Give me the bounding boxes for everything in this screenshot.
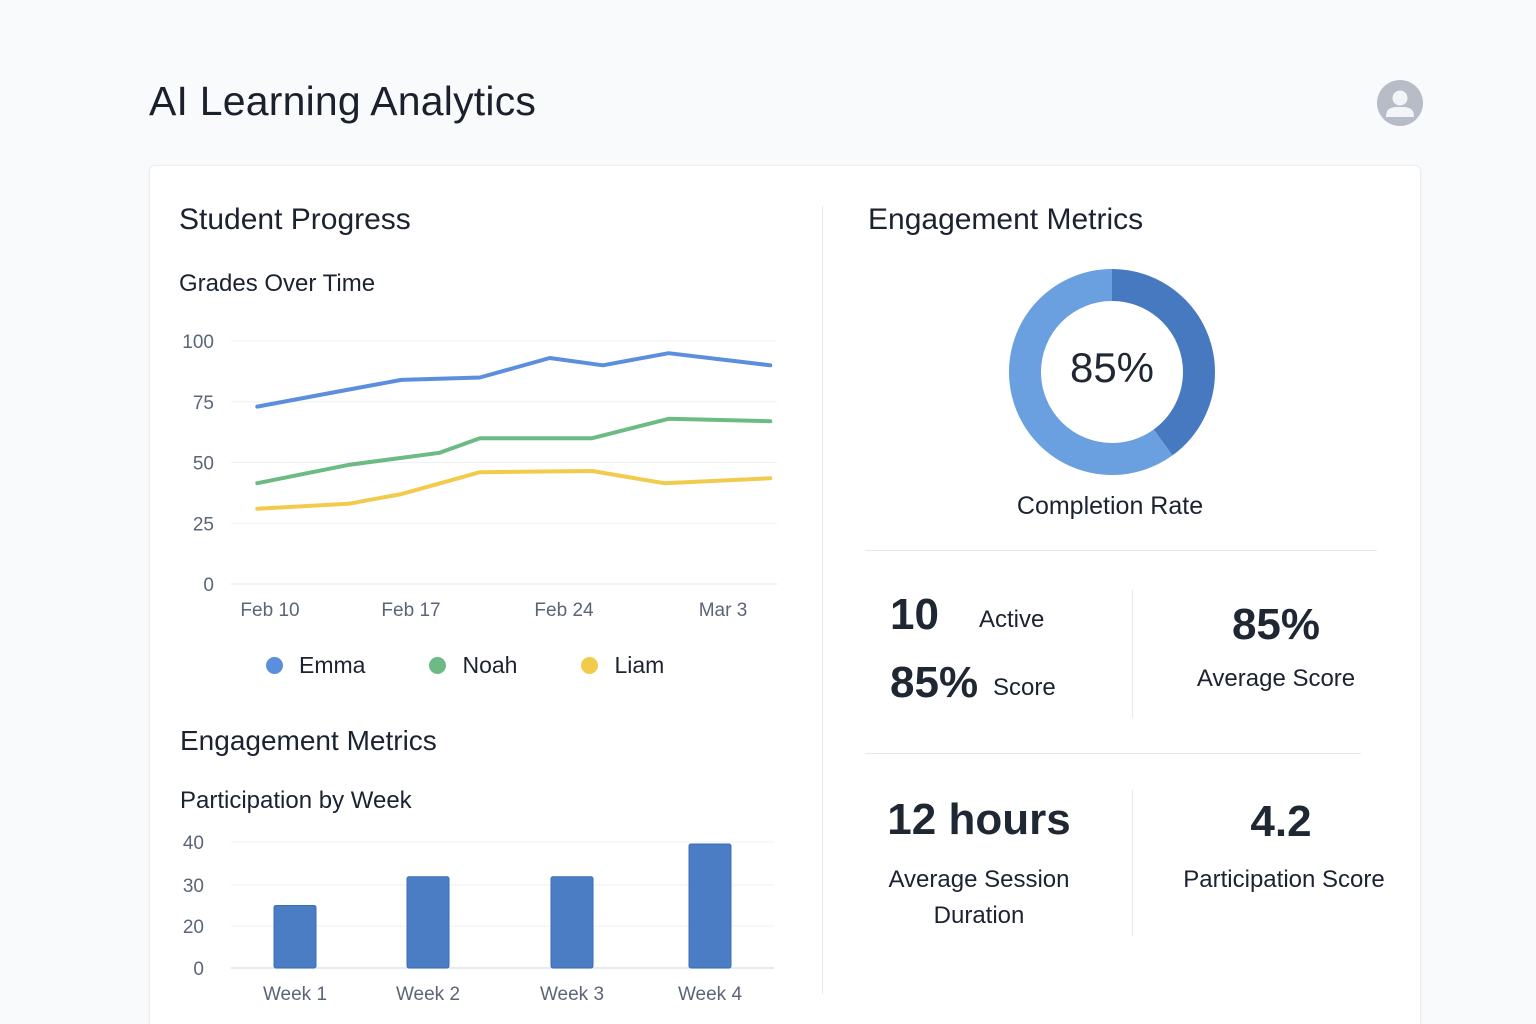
dashboard-card: Student Progress Grades Over Time 0 25 50 7… [149, 165, 1421, 1024]
completion-rate-label: Completion Rate [1016, 492, 1204, 520]
participation-score-value: 4.2 [1250, 797, 1312, 846]
legend-label-liam: Liam [614, 652, 665, 678]
legend-item-emma[interactable]: Emma [266, 652, 365, 679]
y-tick-label: 20 [183, 917, 204, 938]
metrics-vdivider-1 [1132, 590, 1133, 718]
series-line-liam [255, 469, 773, 511]
session-duration-label-line1: Average Session [888, 866, 1070, 893]
y-tick-label: 40 [183, 833, 204, 854]
bar-week-3 [550, 876, 594, 969]
y-tick-label: 30 [183, 876, 204, 897]
metrics-vdivider-2 [1132, 790, 1133, 936]
completion-donut-chart [1009, 269, 1215, 475]
y-tick-label: 50 [193, 454, 214, 475]
session-duration-value: 12 hours [887, 795, 1071, 844]
engagement-metrics-title: Engagement Metrics [868, 203, 1144, 236]
donut-center-value: 85% [1069, 344, 1155, 391]
active-count-value: 10 [890, 590, 939, 639]
column-divider [822, 206, 823, 994]
legend-item-noah[interactable]: Noah [429, 652, 517, 679]
engagement-metrics-left-title: Engagement Metrics [180, 725, 437, 756]
user-avatar-icon [1386, 90, 1414, 117]
session-duration-label-line2: Duration [933, 902, 1025, 929]
bar-week-4 [688, 843, 732, 969]
x-tick-label: Mar 3 [699, 600, 748, 621]
score-value: 85% [890, 658, 979, 707]
bar-week-2 [406, 876, 450, 969]
legend-dot-emma [266, 657, 283, 674]
metrics-divider-top [865, 550, 1377, 551]
x-tick-label: Week 2 [396, 984, 460, 1005]
student-progress-title: Student Progress [179, 203, 411, 236]
x-tick-label: Feb 24 [534, 600, 594, 621]
active-label: Active [979, 606, 1045, 633]
user-avatar-button[interactable] [1377, 80, 1423, 126]
average-score-value: 85% [1231, 600, 1321, 649]
x-tick-label: Week 4 [678, 984, 743, 1005]
x-tick-label: Feb 10 [240, 600, 299, 621]
legend-dot-liam [581, 657, 599, 674]
y-tick-label: 0 [193, 959, 204, 980]
grades-line-chart: 0 25 50 75 100 Feb 10 Feb 17 Feb 24 Mar 3 [182, 332, 777, 621]
line-chart-legend: Emma Noah Liam [266, 652, 728, 679]
series-line-emma [255, 351, 773, 409]
y-tick-label: 0 [203, 575, 214, 596]
grades-over-time-title: Grades Over Time [179, 270, 376, 297]
x-tick-label: Week 3 [540, 984, 604, 1005]
donut-segment-light [1009, 269, 1215, 475]
bar-week-1 [273, 905, 317, 969]
x-tick-label: Week 1 [263, 984, 327, 1005]
participation-bar-chart: 0 20 30 40 Week 1 Week 2 Week 3 Week 4 [183, 833, 774, 1005]
legend-dot-noah [429, 657, 447, 674]
x-tick-label: Feb 17 [381, 600, 440, 621]
series-line-noah [255, 416, 773, 486]
y-tick-label: 75 [193, 393, 214, 414]
average-score-label: Average Score [1196, 665, 1356, 692]
score-label: Score [993, 674, 1056, 701]
participation-score-label: Participation Score [1183, 866, 1385, 893]
y-tick-label: 25 [193, 514, 214, 535]
metrics-divider-middle [865, 753, 1361, 754]
legend-label-emma: Emma [299, 652, 366, 678]
participation-by-week-title: Participation by Week [180, 787, 412, 814]
page-title: AI Learning Analytics [149, 78, 537, 124]
legend-label-noah: Noah [462, 652, 518, 678]
y-tick-label: 100 [182, 332, 214, 353]
legend-item-liam[interactable]: Liam [581, 652, 664, 679]
